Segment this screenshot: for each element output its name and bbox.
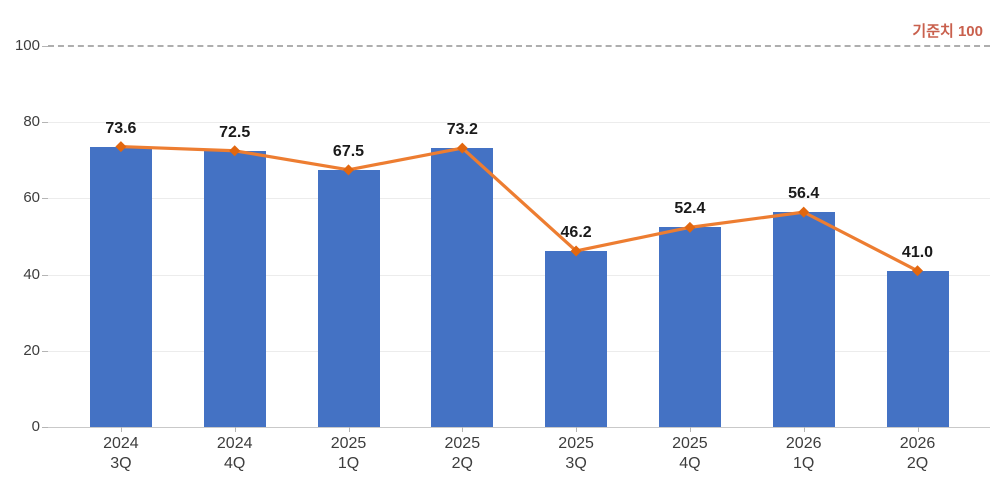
y-axis-tick	[42, 198, 48, 200]
bar	[431, 148, 494, 427]
y-axis-tick-label: 60	[23, 189, 40, 207]
reference-line-label: 기준치 100	[912, 23, 983, 40]
y-axis-tick	[42, 274, 48, 276]
x-axis-label: 2024 3Q	[103, 435, 139, 472]
bar-value-label: 52.4	[674, 200, 706, 218]
x-axis-tick	[348, 427, 350, 432]
bar	[772, 212, 835, 427]
x-axis-label: 2026 2Q	[899, 435, 936, 472]
x-axis-label: 2025 3Q	[558, 435, 594, 472]
bar-value-label: 73.2	[446, 121, 478, 139]
x-axis-tick	[576, 427, 578, 432]
x-axis-tick	[689, 427, 691, 432]
reference-line	[48, 45, 990, 47]
x-axis-tick	[234, 427, 236, 432]
bar	[545, 250, 608, 427]
x-axis-label: 2025 4Q	[672, 435, 708, 472]
gridline	[48, 350, 990, 352]
y-axis-tick	[42, 427, 48, 428]
bar-value-label: 41.0	[901, 243, 934, 261]
bar	[203, 150, 266, 427]
bar	[317, 169, 380, 427]
gridline	[48, 198, 990, 200]
y-axis-tick	[42, 46, 48, 47]
y-axis-tick-label: 20	[23, 341, 40, 359]
y-axis-tick-label: 0	[31, 418, 40, 435]
bar-value-label: 46.2	[560, 223, 592, 241]
bar-value-label: 73.6	[105, 119, 137, 137]
x-axis-tick	[120, 427, 122, 432]
y-axis-tick-label: 100	[14, 37, 40, 54]
x-axis-line	[48, 427, 990, 428]
x-axis-label: 2026 1Q	[785, 435, 822, 472]
y-axis-tick	[42, 350, 48, 352]
bar-value-label: 56.4	[788, 185, 820, 203]
y-axis-tick-label: 80	[23, 113, 40, 131]
bar-value-label: 67.5	[332, 142, 365, 160]
bar	[658, 227, 721, 427]
x-axis-label: 2025 2Q	[444, 435, 481, 472]
x-axis-label: 2024 4Q	[216, 435, 253, 472]
y-axis-tick	[42, 122, 48, 124]
gridline	[48, 122, 990, 124]
gridline	[48, 274, 990, 276]
x-axis-label: 2025 1Q	[330, 435, 367, 472]
x-axis-tick	[803, 427, 805, 432]
y-axis-tick-label: 40	[23, 265, 40, 283]
x-axis-tick	[917, 427, 919, 432]
bar-value-label: 72.5	[219, 123, 251, 141]
x-axis-tick	[462, 427, 464, 432]
bar	[89, 146, 152, 427]
bar	[886, 270, 949, 427]
